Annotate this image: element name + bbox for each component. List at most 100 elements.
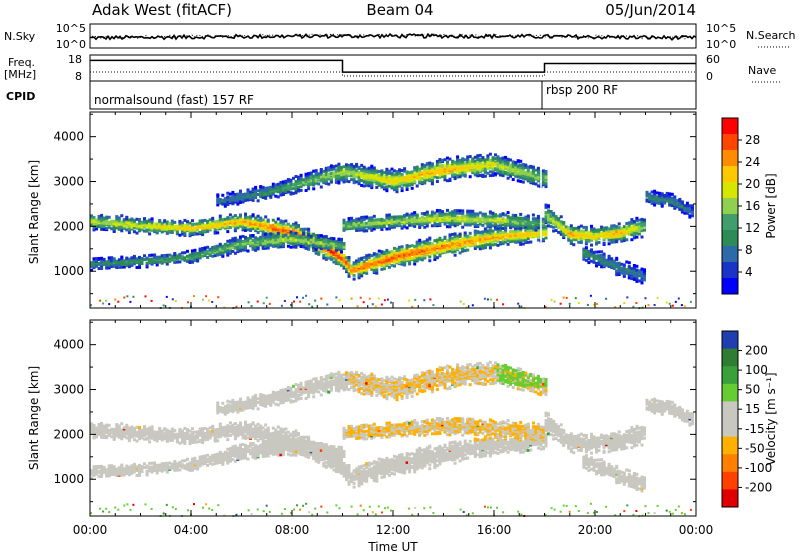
power-cell [425, 213, 429, 217]
nsearch-bottom-tick: 10^0 [706, 38, 736, 51]
power-cell [191, 249, 194, 253]
power-cell [476, 245, 480, 249]
power-cell [542, 217, 545, 221]
power-cell [286, 190, 290, 194]
power-cell [458, 175, 462, 179]
power-cell [496, 224, 500, 228]
power-cell [289, 241, 293, 245]
power-cell [466, 241, 470, 245]
power-cell [456, 209, 460, 213]
power-cell [357, 221, 361, 225]
power-cell [441, 248, 444, 252]
power-cell [403, 258, 407, 262]
power-cell [544, 170, 548, 173]
power-cell [269, 232, 273, 236]
power-cell [271, 218, 275, 222]
power-cell [617, 271, 621, 275]
power-cell [307, 246, 311, 250]
power-cell [430, 210, 434, 214]
power-cell [486, 229, 490, 233]
power-cell [481, 230, 485, 234]
power-cell [244, 239, 247, 243]
power-cell [446, 160, 449, 164]
power-cell [244, 247, 247, 251]
power-cell [476, 235, 480, 239]
power-cell [435, 166, 439, 170]
power-cell [600, 250, 604, 254]
power-cell [286, 184, 290, 188]
power-cell [294, 224, 298, 227]
power-cell [122, 263, 126, 266]
power-cell [405, 212, 409, 216]
power-cell [456, 211, 460, 215]
power-cell [319, 175, 323, 179]
power-cell [630, 233, 634, 237]
power-cell [256, 218, 260, 222]
power-cell [562, 232, 566, 236]
power-cell [334, 258, 338, 262]
power-cell [319, 168, 323, 171]
power-cell [461, 214, 465, 218]
power-cell [226, 191, 230, 195]
power-cell [319, 250, 323, 254]
power-cell [365, 225, 369, 229]
power-cell [196, 232, 200, 236]
power-cell [509, 168, 513, 172]
power-cell [92, 257, 96, 261]
power-cell [127, 260, 131, 264]
power-cell [415, 244, 419, 248]
power-cell [632, 220, 636, 223]
power-cell [150, 257, 154, 261]
power-cell [425, 248, 429, 252]
power-cell [271, 238, 275, 242]
power-cell [496, 218, 500, 222]
power-cell [584, 241, 588, 244]
power-cell [448, 249, 452, 253]
power-cell [468, 155, 472, 159]
power-cell [256, 237, 260, 241]
power-cell [501, 212, 505, 216]
power-cell [367, 184, 371, 188]
power-cell [632, 223, 636, 227]
power-cell [286, 244, 290, 248]
power-cell [471, 217, 475, 221]
power-cell [390, 167, 394, 171]
power-cell [375, 182, 379, 186]
power-cell [506, 157, 510, 161]
power-cell [340, 175, 343, 179]
power-cell [473, 159, 477, 163]
power-cell [307, 242, 311, 246]
power-cell [304, 172, 308, 176]
power-cell [658, 194, 662, 198]
power-cell [148, 222, 152, 226]
power-cell [590, 224, 593, 228]
power-cell [516, 219, 520, 223]
power-cell [592, 254, 596, 258]
nave-top-tick: 60 [706, 53, 720, 66]
power-cell [499, 218, 502, 222]
power-cell [284, 237, 288, 241]
power-cell [352, 277, 356, 281]
power-cell [542, 174, 545, 178]
power-cell [403, 261, 407, 264]
power-cell [175, 231, 179, 235]
power-cell [299, 173, 303, 177]
power-cell [165, 262, 169, 266]
power-cell [193, 232, 197, 236]
power-cell [627, 221, 631, 225]
power-cell [175, 224, 179, 228]
power-cell [340, 165, 343, 169]
power-cell [509, 240, 513, 244]
power-cell [400, 257, 404, 261]
power-cell [324, 238, 328, 242]
power-cell [125, 260, 129, 264]
power-cell [327, 241, 331, 245]
power-cell [292, 191, 295, 195]
power-cell [615, 273, 619, 277]
power-cell [549, 212, 553, 216]
power-cell [579, 237, 583, 241]
power-cell [208, 254, 212, 257]
power-cell [471, 209, 475, 213]
power-cell [509, 216, 513, 220]
power-cell [542, 220, 545, 224]
